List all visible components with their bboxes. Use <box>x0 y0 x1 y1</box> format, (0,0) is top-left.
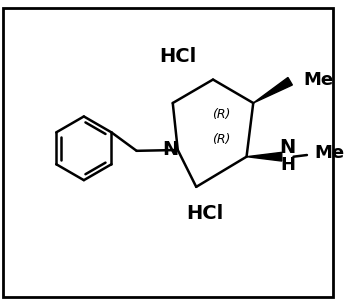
Text: N: N <box>280 138 296 157</box>
Polygon shape <box>253 77 292 103</box>
Text: (R): (R) <box>212 108 231 121</box>
Text: Me: Me <box>303 70 333 88</box>
Text: HCl: HCl <box>186 204 223 223</box>
Text: N: N <box>162 141 179 160</box>
Text: HCl: HCl <box>159 47 196 66</box>
Text: (R): (R) <box>212 133 231 146</box>
Polygon shape <box>246 152 282 161</box>
Text: Me: Me <box>314 144 345 162</box>
Text: H: H <box>280 156 295 174</box>
